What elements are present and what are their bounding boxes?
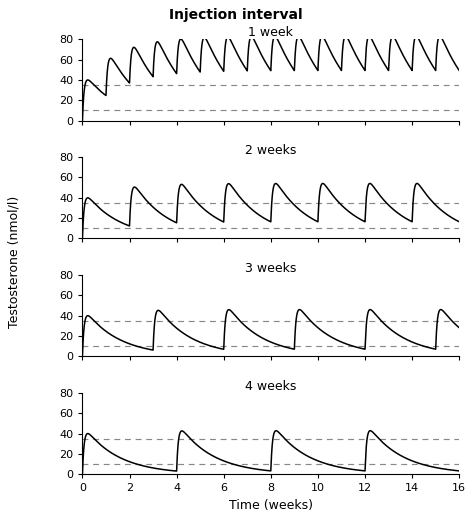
- Text: Injection interval: Injection interval: [169, 8, 302, 22]
- Text: Testosterone (nmol/l): Testosterone (nmol/l): [8, 196, 21, 328]
- Title: 1 week: 1 week: [248, 26, 293, 39]
- Title: 2 weeks: 2 weeks: [245, 144, 297, 157]
- X-axis label: Time (weeks): Time (weeks): [229, 499, 313, 512]
- Title: 3 weeks: 3 weeks: [245, 262, 297, 275]
- Title: 4 weeks: 4 weeks: [245, 380, 297, 393]
